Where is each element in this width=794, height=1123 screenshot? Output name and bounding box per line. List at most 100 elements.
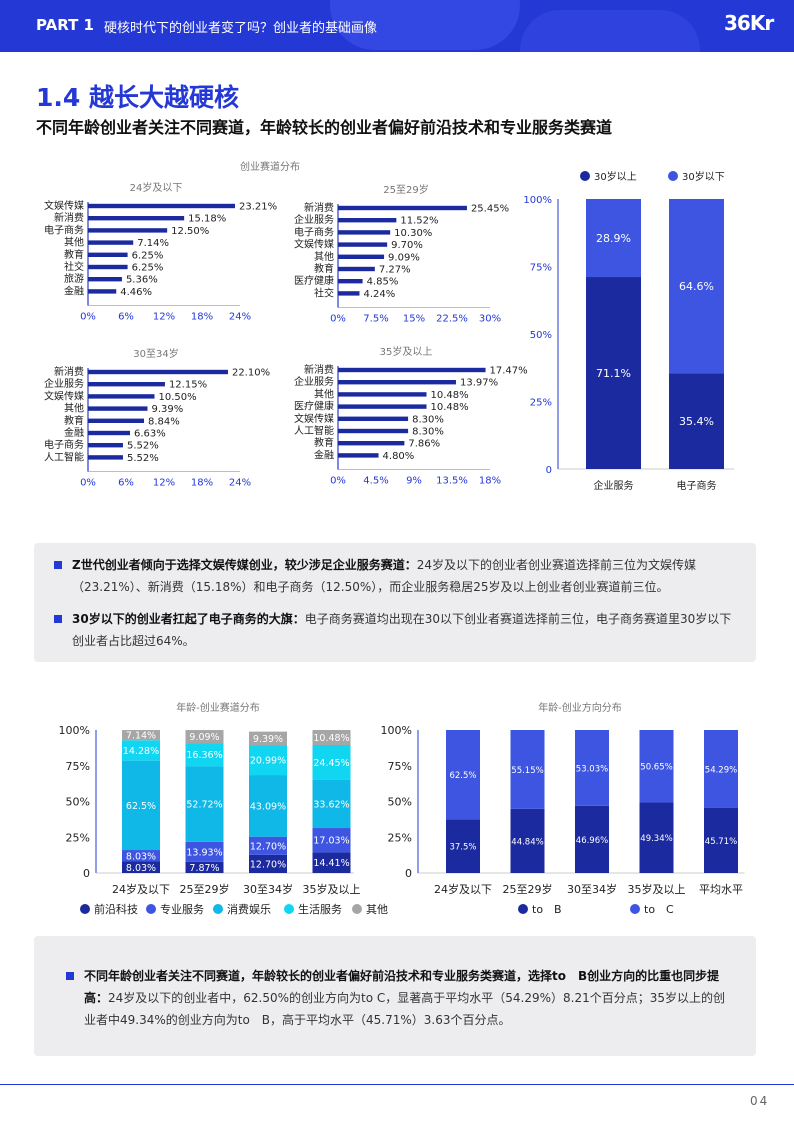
hbar-title-0: 24岁及以下 (130, 181, 183, 194)
summary-1-point-1: Z世代创业者倾向于选择文娱传媒创业，较少涉足企业服务赛道：24岁及以下的创业者创… (54, 554, 740, 598)
legend-label: 前沿科技 (94, 902, 138, 916)
hbar-xtick: 13.5% (436, 476, 468, 487)
ytick-label: 50% (66, 796, 90, 809)
legend-swatch (580, 171, 590, 181)
hbar-xtick: 6% (118, 312, 134, 323)
hbar-value-label: 10.48% (430, 402, 468, 413)
hbar-value-label: 6.63% (134, 429, 166, 440)
category-label: 30至34岁 (567, 882, 617, 896)
category-label: 平均水平 (699, 883, 743, 896)
hbar-value-label: 12.50% (171, 226, 209, 237)
hbar-value-label: 7.14% (137, 238, 169, 249)
stacked-segment (185, 841, 224, 862)
ytick-label: 0 (405, 867, 412, 880)
summary-1-point-2-bold: 30岁以下的创业者扛起了电子商务的大旗： (72, 612, 305, 626)
hbar-value-label: 17.47% (490, 366, 528, 377)
hbar-cat-label: 其他 (64, 236, 84, 249)
legend-swatch (213, 904, 223, 914)
stacked-segment (510, 730, 545, 809)
hbar-xtick: 0% (330, 314, 346, 325)
hbar-xtick: 24% (229, 312, 251, 323)
hbar-cat-label: 其他 (314, 387, 334, 400)
hbar-bar (338, 404, 427, 409)
summary-2-point-1: 不同年龄创业者关注不同赛道，年龄较长的创业者偏好前沿技术和专业服务类赛道，选择t… (66, 965, 734, 1031)
hbar-bar (338, 453, 379, 458)
segment-label: 53.03% (576, 764, 608, 774)
segment-label: 12.70% (250, 859, 286, 870)
hbar-xtick: 12% (153, 312, 175, 323)
hbar-value-label: 23.21% (239, 202, 277, 213)
hbar-bar (88, 228, 168, 233)
segment-label: 7.87% (189, 863, 219, 874)
hbar-value-label: 7.27% (379, 265, 411, 276)
stacked-segment (704, 730, 738, 808)
ytick-label: 75% (66, 760, 90, 773)
page-title: 1.4 越长大越硬核 (36, 83, 239, 112)
stacked-segment (122, 760, 160, 851)
stacked-segment (312, 828, 351, 853)
stacked-chart-age-sector: 年龄-创业赛道分布 0 25% 50% 75% 100% 8.03%8.03% 62.5% 14… (59, 701, 388, 916)
segment-label: 9.09% (189, 732, 219, 743)
hbar-cat-label: 旅游 (64, 272, 84, 285)
hbar-cat-label: 社交 (314, 286, 334, 299)
ytick-label: 25% (388, 831, 412, 844)
hbar-bar (338, 230, 391, 235)
hbar-title-3: 35岁及以上 (380, 345, 433, 358)
hbar-cat-label: 企业服务 (294, 375, 334, 388)
legend-swatch (146, 904, 156, 914)
hbar-xtick: 22.5% (436, 314, 468, 325)
category-label: 35岁及以上 (628, 882, 686, 896)
ytick-label: 100% (59, 724, 90, 737)
hbar-cat-label: 电子商务 (44, 438, 84, 451)
hbar-bar (338, 441, 405, 446)
stacked-segment (185, 766, 224, 842)
hbar-cat-label: 文娱传媒 (44, 389, 84, 402)
segment-label: 28.9% (596, 232, 631, 245)
hbar-cat-label: 新消费 (54, 211, 84, 224)
legend-swatch (284, 904, 294, 914)
section1-caption: 创业赛道分布 (240, 160, 300, 173)
page-subtitle: 不同年龄创业者关注不同赛道，年龄较长的创业者偏好前沿技术和专业服务类赛道 (36, 118, 613, 137)
hbar-xtick: 9% (406, 476, 422, 487)
stacked-segment (510, 808, 545, 873)
stacked-segment (639, 802, 674, 873)
hbar-cat-label: 其他 (314, 250, 334, 263)
hbar-cat-label: 医疗健康 (294, 400, 334, 413)
hbar-value-label: 10.30% (394, 228, 432, 239)
ytick-label: 100% (523, 195, 552, 206)
hbar-xtick: 12% (153, 478, 175, 489)
segment-label: 33.62% (313, 800, 349, 811)
stacked-segment (185, 861, 224, 873)
legend-swatch (518, 904, 528, 914)
hbar-bar (338, 416, 409, 421)
legend-swatch (630, 904, 640, 914)
ytick-label: 50% (388, 796, 412, 809)
segment-label: 17.03% (313, 836, 349, 847)
segment-label: 50.65% (640, 763, 672, 773)
hbar-value-label: 8.30% (412, 414, 444, 425)
hbar-cat-label: 企业服务 (294, 213, 334, 226)
stacked-chart-sector-age: 30岁以上 30岁以下 0 25% 50% 75% 100% 71.1% 28.9% 企业服务 35… (523, 170, 734, 492)
hbar-cat-label: 新消费 (304, 363, 334, 376)
hbar-bar (88, 252, 128, 257)
legend-label: 消费娱乐 (227, 902, 271, 916)
bullet-square-icon (54, 561, 62, 569)
ytick-label: 25% (530, 398, 552, 409)
stacked-segment (249, 836, 287, 855)
hbar-value-label: 5.52% (127, 441, 159, 452)
legend-label: 生活服务 (298, 902, 342, 916)
stacked-segment (669, 199, 724, 374)
legend-label: 30岁以下 (682, 170, 725, 183)
hbar-value-label: 11.52% (400, 216, 438, 227)
summary-2-point-1-text: 24岁及以下的创业者中，62.50%的创业方向为to C，显著高于平均水平（54… (84, 991, 726, 1027)
hbar-value-label: 13.97% (460, 378, 498, 389)
legend-label: 30岁以上 (594, 170, 637, 183)
stacked-segment (185, 730, 224, 744)
category-label: 24岁及以下 (112, 882, 170, 896)
bullet-square-icon (54, 615, 62, 623)
hbar-xtick: 15% (403, 314, 425, 325)
